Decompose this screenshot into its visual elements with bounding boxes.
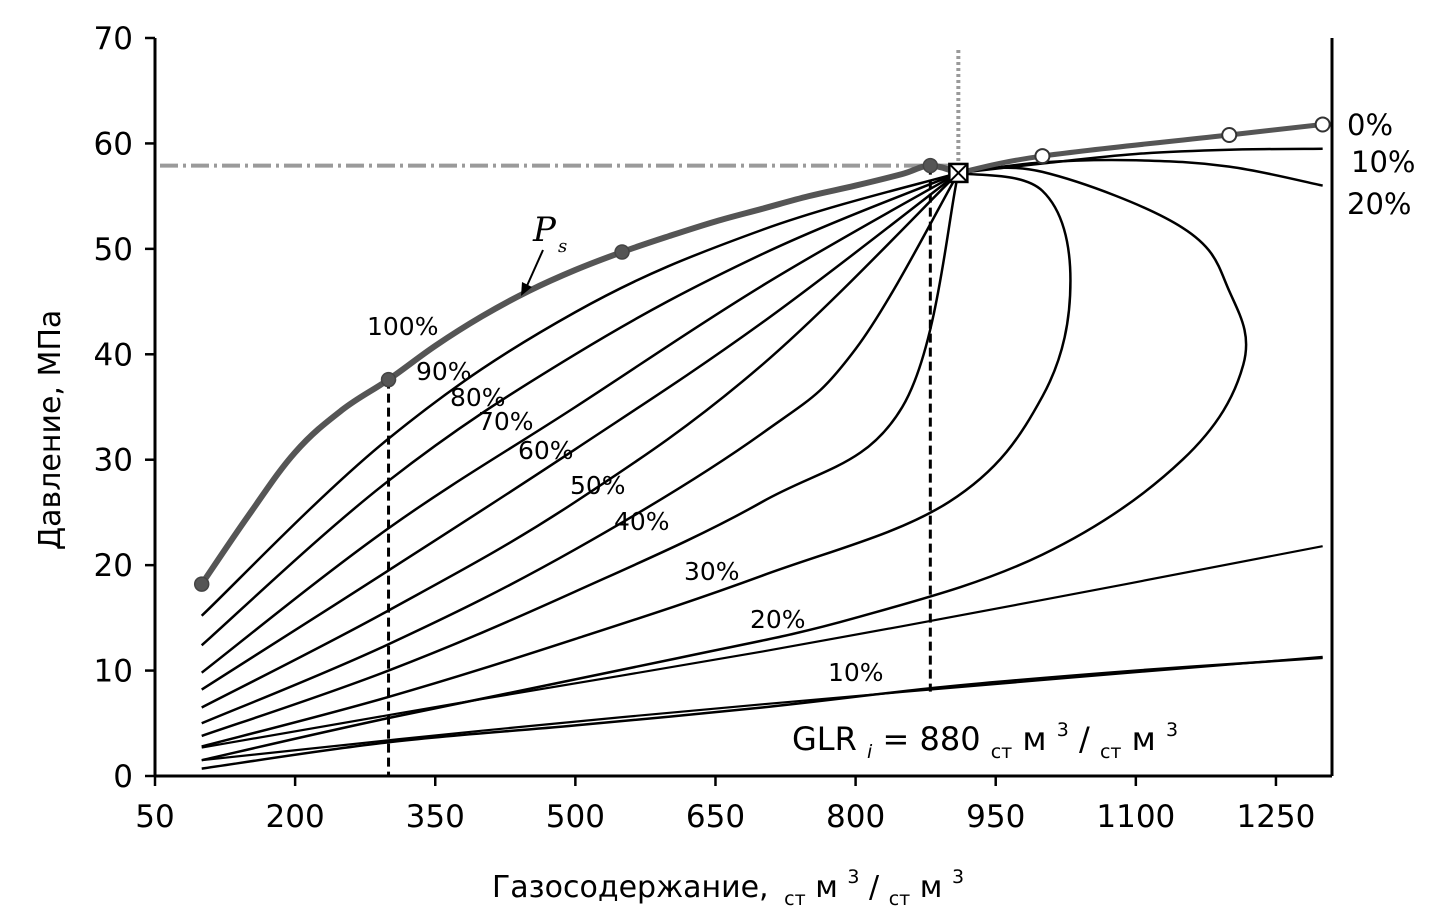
x-tick-label: 500 [546, 799, 605, 835]
x-tick-label: 350 [406, 799, 465, 835]
saturation-point-marker [614, 244, 630, 260]
x-axis-title-sup2: 3 [952, 866, 964, 888]
glr-main: GLR [792, 720, 857, 758]
x-tick-label: 650 [686, 799, 745, 835]
y-tick-label: 70 [94, 21, 133, 57]
curve-label-10: 10% [828, 658, 884, 687]
dew-point-marker [1034, 148, 1051, 165]
right-label-10: 10% [1351, 145, 1415, 179]
x-axis-title-sub2: ст [889, 888, 911, 910]
glr-annotation: GLR i = 880 ст м 3 / ст м 3 [792, 706, 1178, 766]
axes [145, 36, 1334, 786]
curve-60 [201, 172, 960, 709]
curve-40 [201, 172, 960, 738]
y-tick-label: 20 [94, 548, 133, 584]
dew-point-marker [1221, 126, 1238, 143]
x-tick-label: 50 [135, 799, 174, 835]
ps-pointer-arrow [521, 282, 532, 296]
glr-sub1: ст [991, 741, 1013, 763]
glr-slash: / [1079, 720, 1090, 758]
saturation-point-marker [193, 576, 210, 592]
saturation-curve [199, 162, 960, 586]
ps-pointer [525, 249, 544, 289]
x-tick-label: 800 [826, 799, 885, 835]
curve-label-40: 40% [614, 507, 670, 536]
x-tick-label: 1100 [1096, 799, 1175, 835]
tick-labels: 0 10 20 30 40 50 60 70 50 200 350 500 650 800 950 1100 1… [94, 21, 1316, 835]
curve-20 [201, 166, 1248, 762]
curve-label-30: 30% [684, 557, 740, 586]
curve-50 [201, 172, 960, 725]
reference-lines [160, 50, 961, 776]
dew-curve [957, 121, 1323, 176]
glr-sup1: 3 [1057, 719, 1069, 741]
x-tick-label: 200 [266, 799, 325, 835]
curve-90 [200, 171, 959, 647]
x-axis-title-main: Газосодержание, [492, 870, 769, 905]
x-tick-label: 950 [966, 799, 1025, 835]
curve-30 [201, 171, 1072, 748]
glr-sub2: ст [1100, 741, 1122, 763]
right-label-20: 20% [1347, 187, 1411, 221]
curve-label-20: 20% [750, 605, 806, 634]
x-axis-title-unit2: м [920, 870, 943, 905]
curve-label-60: 60% [518, 436, 574, 465]
upper-branch-10 [958, 147, 1323, 175]
x-axis-title-slash: / [869, 870, 880, 905]
curve-label-50: 50% [570, 471, 626, 500]
curve-labels: 100% 90% 80% 70% 60% 50% 40% 30% 20% 10%… [367, 108, 1415, 687]
critical-point-cross [948, 163, 969, 183]
upper-branch-20 [958, 158, 1323, 187]
curve-100 [200, 171, 959, 617]
glr-eq: = 880 [882, 720, 990, 758]
y-tick-label: 60 [94, 126, 133, 162]
curves [199, 121, 1323, 770]
x-axis-title: Газосодержание, ст м 3 / ст м 3 [492, 856, 964, 913]
curve-70 [201, 171, 960, 691]
lower-line-20 [201, 655, 1323, 762]
y-tick-label: 10 [94, 654, 133, 690]
x-tick-label: 1250 [1236, 799, 1315, 835]
curve-10 [201, 656, 1323, 770]
curve-label-90: 90% [416, 357, 472, 386]
ps-label-sub: s [558, 236, 567, 257]
y-tick-label: 0 [113, 759, 133, 795]
glr-unit2: м [1132, 720, 1156, 758]
ps-label: P s [521, 210, 567, 296]
lower-line-30 [201, 545, 1323, 749]
saturation-point-marker [380, 371, 397, 388]
x-axis-title-sup1: 3 [847, 866, 859, 888]
glr-unit1: м [1022, 720, 1046, 758]
right-label-0: 0% [1347, 108, 1393, 142]
y-tick-label: 40 [94, 337, 133, 373]
saturation-point-marker [922, 157, 939, 174]
curve-label-70: 70% [478, 407, 534, 436]
y-axis-title: Давление, МПа [33, 310, 68, 551]
markers [193, 116, 1331, 592]
y-tick-label: 50 [94, 232, 133, 268]
glr-sup2: 3 [1166, 719, 1178, 741]
svg-text:GLR i = 880: GLR i = 880 ст м 3 / ст м 3 [792, 706, 1178, 766]
curve-label-100: 100% [367, 312, 438, 341]
curve-label-80: 80% [450, 383, 506, 412]
glr-sub-i: i [867, 741, 873, 763]
curve-80 [200, 171, 959, 674]
x-axis-title-sub1: ст [784, 888, 806, 910]
x-axis-title-unit1: м [815, 870, 838, 905]
ps-label-main: P [532, 210, 557, 250]
dew-point-marker [1314, 116, 1331, 133]
y-tick-label: 30 [94, 443, 133, 479]
